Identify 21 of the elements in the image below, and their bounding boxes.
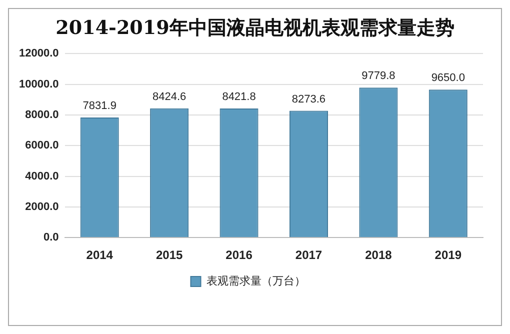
x-tick-label: 2017 bbox=[295, 248, 322, 262]
data-label: 7831.9 bbox=[82, 100, 116, 112]
y-tick-label: 8000.0 bbox=[25, 108, 59, 121]
y-tick-label: 6000.0 bbox=[25, 140, 59, 152]
y-tick-label: 2000.0 bbox=[25, 200, 59, 213]
y-tick-label: 4000.0 bbox=[25, 170, 59, 182]
y-tick-label: 0.0 bbox=[43, 232, 59, 244]
chart-title: 2014-2019年中国液晶电视机表观需求量走势 bbox=[54, 16, 456, 41]
y-tick-label: 10000.0 bbox=[18, 78, 59, 90]
data-label: 9650.0 bbox=[431, 72, 465, 84]
data-label: 8421.8 bbox=[222, 90, 256, 103]
x-tick-label: 2014 bbox=[86, 248, 114, 262]
data-label: 8273.6 bbox=[292, 93, 326, 106]
x-tick-label: 2016 bbox=[226, 248, 253, 262]
legend-label: 表观需求量（万台） bbox=[206, 274, 306, 288]
x-tick-label: 2018 bbox=[365, 248, 392, 262]
x-tick-label: 2019 bbox=[434, 248, 462, 262]
x-tick-label: 2015 bbox=[156, 248, 183, 262]
y-tick-label: 12000.0 bbox=[18, 48, 59, 60]
data-label: 9779.8 bbox=[362, 70, 396, 82]
data-label: 8424.6 bbox=[152, 90, 186, 103]
